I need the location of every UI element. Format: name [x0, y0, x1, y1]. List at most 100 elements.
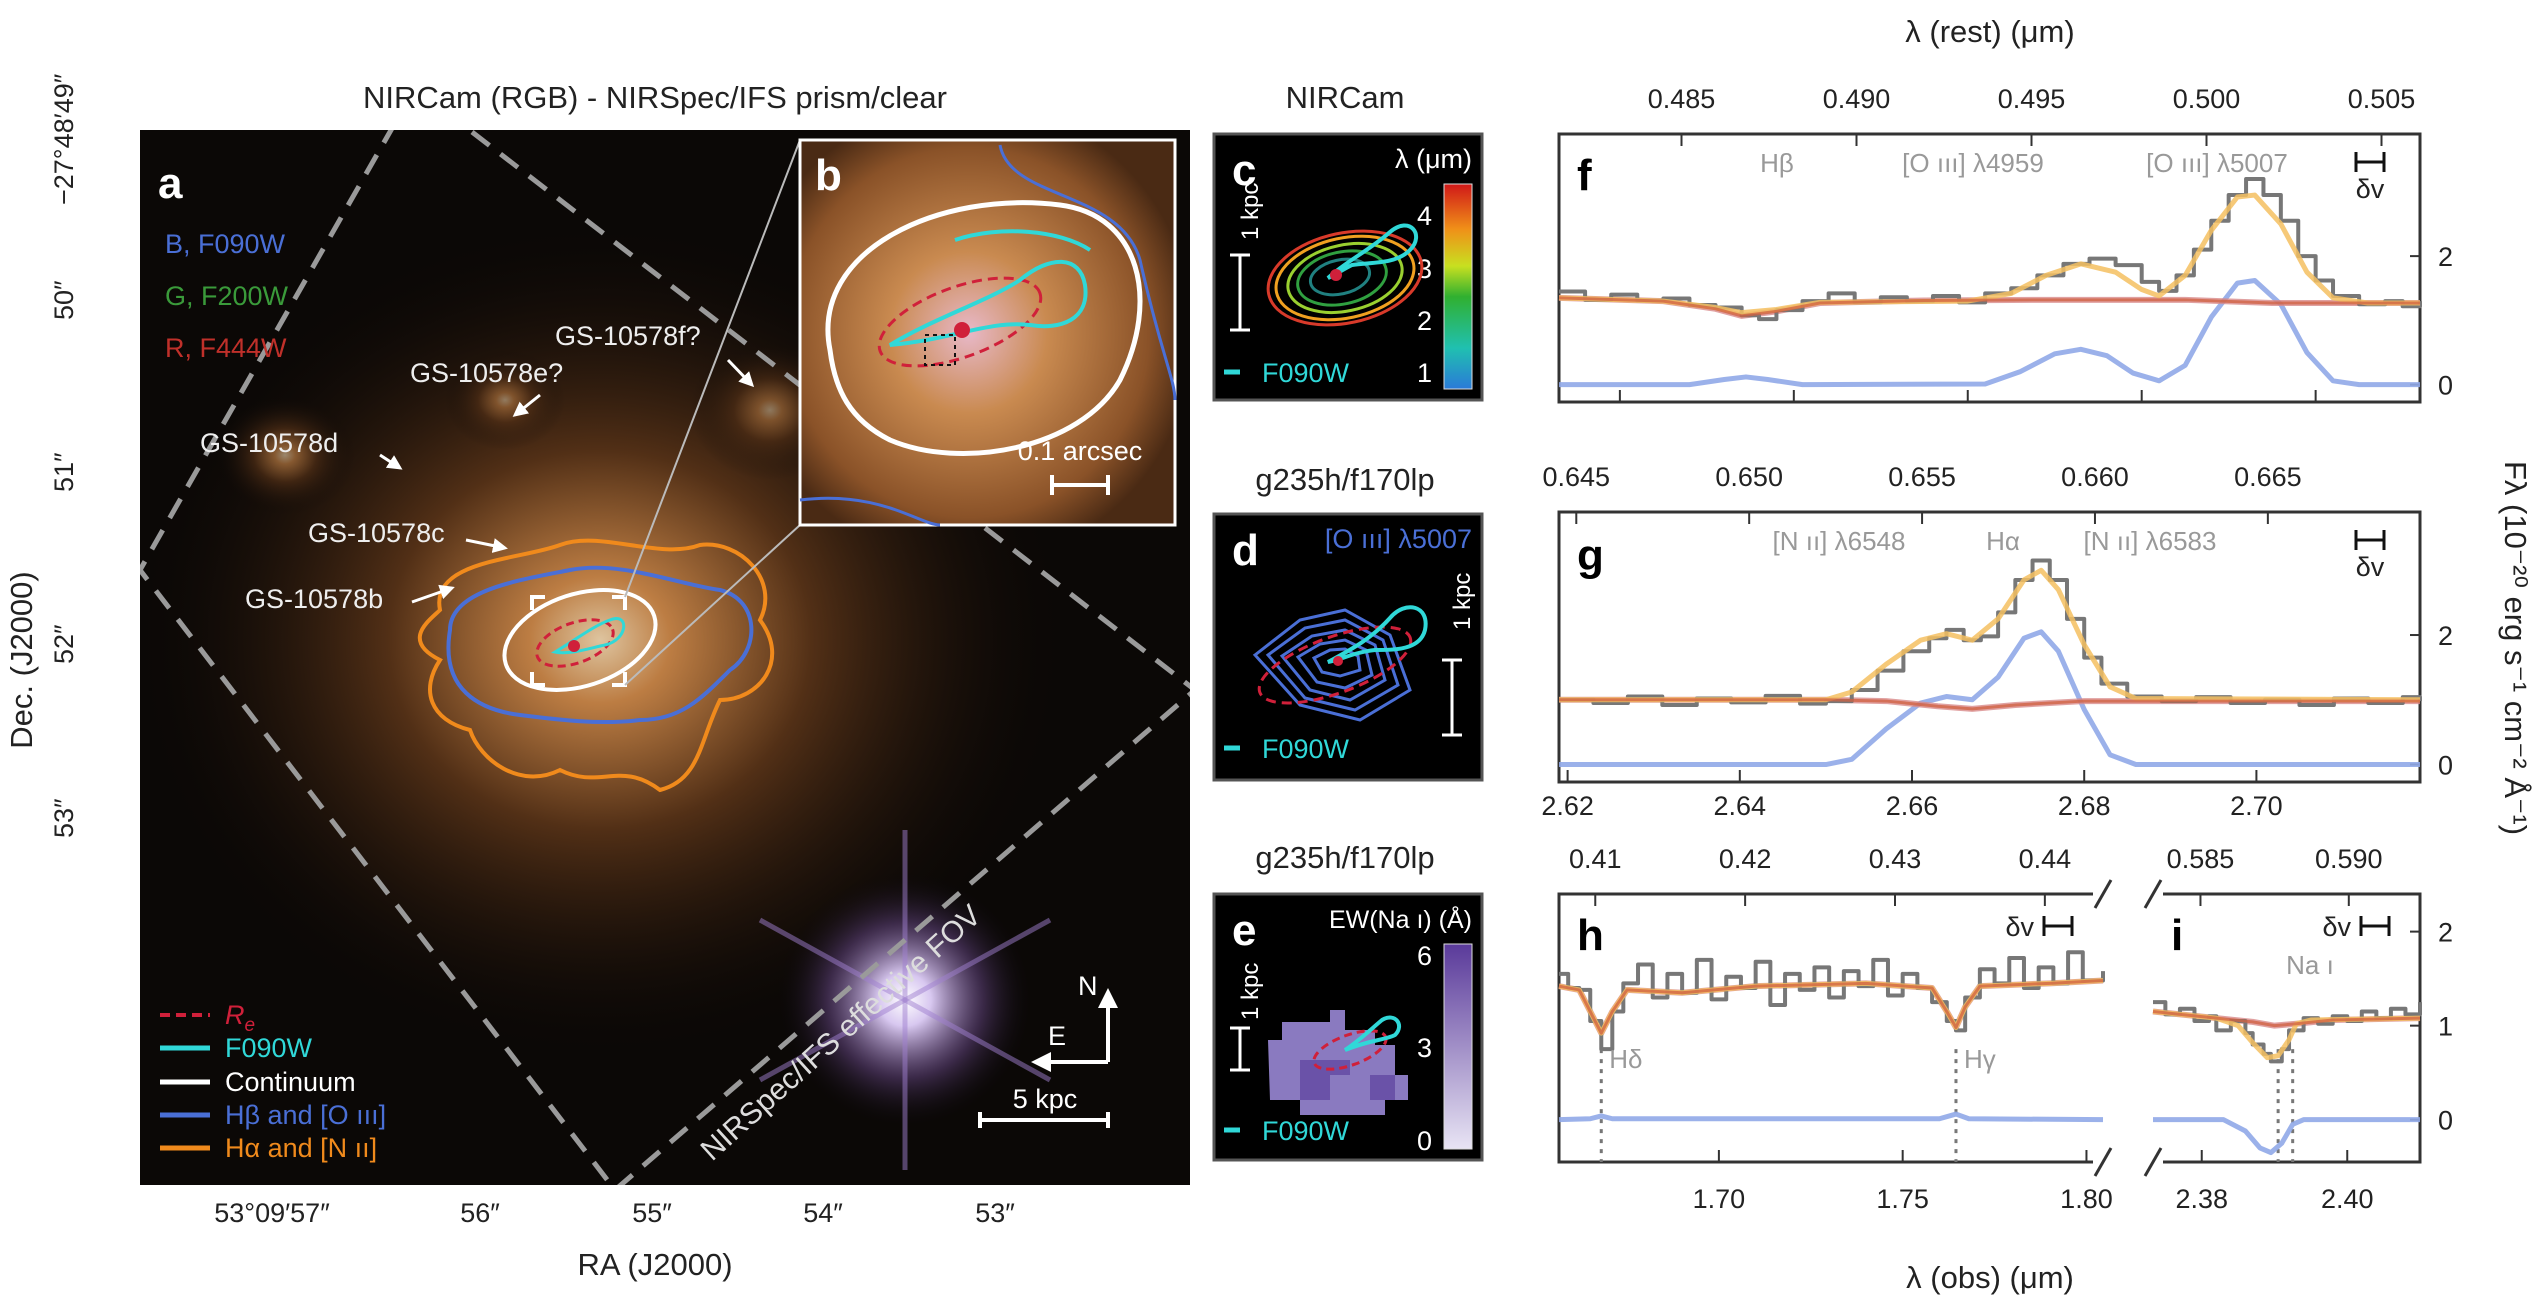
top-tick-label: 0.495	[1998, 84, 2066, 114]
inset-aperture	[924, 334, 956, 366]
panel-e: g235h/f170lp e EW(Na ı) (Å) 6 3 0 1 kpc …	[1212, 840, 1484, 1162]
colorbar-tick: 1	[1417, 358, 1432, 388]
scale-bar-label: 5 kpc	[1013, 1084, 1078, 1114]
panel-h: 1.70 1.75 1.80 0.41 0.42 0.43 0.44 h Hδ Hγ δv	[1557, 844, 2113, 1214]
panel-label-d: d	[1232, 526, 1259, 575]
colorbar-tick: 2	[1417, 306, 1432, 336]
top-tick-label: 0.585	[2167, 844, 2235, 874]
total-model-line	[1559, 567, 2421, 703]
panel-label-b: b	[815, 151, 842, 200]
scale-bar	[978, 1112, 1110, 1128]
ra-tick: 54″	[803, 1198, 843, 1228]
panel-label: g	[1577, 531, 1604, 580]
dec-label: Dec. (J2000)	[4, 571, 39, 748]
dec-tick: 52″	[49, 624, 79, 664]
colorbar	[1443, 183, 1473, 390]
panel-c-title: NIRCam	[1286, 80, 1405, 115]
plot-frame	[1557, 132, 2422, 404]
x-tick-label: 2.68	[2058, 791, 2111, 821]
plot-frame	[1557, 510, 2422, 784]
inset-hbeta-contour	[799, 144, 1177, 527]
colorbar-label: λ (μm)	[1395, 144, 1472, 174]
delta-v-bar-icon	[2359, 916, 2391, 936]
emission-model-line	[2153, 1117, 2420, 1156]
scale-label: 1 kpc	[1237, 183, 1264, 240]
legend-f090w: F090W	[1262, 734, 1350, 764]
scale-label: 1 kpc	[1237, 963, 1264, 1020]
panel-label-c: c	[1232, 146, 1256, 195]
continuum-fit-line	[1559, 698, 2420, 711]
source-label-d: GS-10578d	[200, 428, 338, 458]
top-tick-label: 0.665	[2234, 462, 2302, 492]
halpha-contour	[417, 538, 775, 793]
foreground-star	[758, 830, 1052, 1170]
companion-d	[215, 395, 355, 515]
companion-e	[445, 350, 565, 450]
f090w-contour	[550, 617, 626, 655]
compass: N E 5 kpc	[978, 971, 1118, 1128]
delta-v-label: δv	[2322, 912, 2351, 942]
panel-c: NIRCam c λ (μm) 4 3 2 1 1 kpc F090W	[1212, 80, 1484, 402]
dec-tick: 51″	[49, 452, 79, 492]
dec-axis: −27°48′49″ 50″ 51″ 52″ 53″ Dec. (J2000)	[4, 73, 79, 838]
multiband-contours	[1266, 223, 1424, 327]
observed-spectrum	[1559, 950, 2105, 1052]
line-label: [N ıı] λ6548	[1773, 526, 1906, 556]
colorbar-tick: 6	[1417, 941, 1432, 971]
top-tick-label: 0.43	[1869, 844, 1922, 874]
source-label-c: GS-10578c	[308, 518, 445, 548]
legend-hbeta: Hβ and [O ııı]	[225, 1100, 386, 1130]
x-tick-label: 1.70	[1693, 1184, 1746, 1214]
ra-label: RA (J2000)	[577, 1247, 732, 1282]
top-tick-label: 0.44	[2019, 844, 2072, 874]
panel-g: 2.62 2.64 2.66 2.68 2.70 0.645 0.650 0.655 0.660…	[1541, 462, 2453, 821]
delta-v-bar-icon	[2354, 152, 2386, 172]
filter-g: G, F200W	[165, 281, 289, 311]
panel-b: b 0.1 arcsec	[798, 138, 1177, 527]
legend-f090w: F090W	[225, 1033, 313, 1063]
top-tick-label: 0.505	[2348, 84, 2416, 114]
continuum-contour	[502, 588, 658, 692]
oiii-label: [O ııı] λ5007	[1325, 524, 1472, 554]
colorbar	[1443, 943, 1473, 1150]
panel-label: f	[1577, 151, 1592, 200]
continuum-fit-line	[1558, 296, 2420, 318]
f090w-contour	[1327, 605, 1428, 664]
inset-continuum-contour	[825, 200, 1143, 456]
total-model-line	[1558, 192, 2420, 316]
panel-label: i	[2171, 911, 2183, 960]
top-tick-label: 0.655	[1888, 462, 1956, 492]
legend-halpha: Hα and [N ıı]	[225, 1133, 377, 1163]
compass-n: N	[1078, 971, 1098, 1001]
top-tick-label: 0.660	[2061, 462, 2129, 492]
x-tick-label: 1.75	[1876, 1184, 1929, 1214]
legend: Re F090W Continuum Hβ and [O ııı] Hα and…	[160, 1000, 386, 1163]
delta-v-bar-icon	[2042, 916, 2074, 936]
y-tick-label: 2	[2438, 242, 2453, 272]
top-tick-label: 0.41	[1569, 844, 1622, 874]
legend-continuum: Continuum	[225, 1067, 356, 1097]
line-label: [O ııı] λ5007	[2146, 148, 2288, 178]
top-tick-label: 0.590	[2315, 844, 2383, 874]
panel-label-e: e	[1232, 906, 1256, 955]
spectra-panels: 0.485 0.490 0.495 0.500 0.505 0 2 f Hβ [O ııı] λ4…	[1541, 84, 2453, 1214]
delta-v-label: δv	[2005, 912, 2034, 942]
delta-v-bar-icon	[2354, 530, 2386, 550]
bottom-xlabel: λ (obs) (μm)	[1906, 1260, 2074, 1295]
ra-axis: 53°09′57″ 56″ 55″ 54″ 53″ RA (J2000)	[214, 1198, 1015, 1282]
panel-i: 2.38 2.40 0.585 0.590 0 1 2 i Na ı δv	[2143, 844, 2453, 1214]
continuum-fit-line	[1558, 979, 2104, 1035]
filter-b: B, F090W	[165, 229, 286, 259]
panel-e-title: g235h/f170lp	[1255, 840, 1434, 875]
y-tick-label: 0	[2438, 1106, 2453, 1136]
x-tick-label: 1.80	[2060, 1184, 2113, 1214]
top-tick-label: 0.500	[2173, 84, 2241, 114]
colorbar-label: EW(Na ı) (Å)	[1329, 904, 1472, 934]
y-tick-label: 1	[2438, 1012, 2453, 1042]
line-label: Hβ	[1760, 148, 1794, 178]
legend-f090w: F090W	[1262, 358, 1350, 388]
inset-f090w-contour	[888, 229, 1092, 347]
oiii-contours	[1252, 608, 1412, 722]
ra-tick: 53″	[975, 1198, 1015, 1228]
